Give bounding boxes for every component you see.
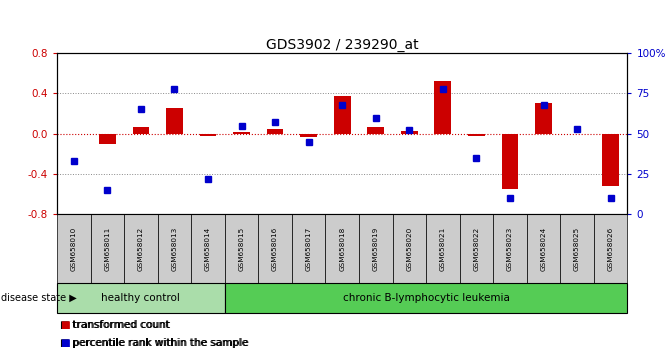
Bar xyxy=(393,214,426,283)
Bar xyxy=(301,133,317,137)
Bar xyxy=(401,131,417,133)
Bar xyxy=(527,214,560,283)
Text: GSM658020: GSM658020 xyxy=(407,227,412,271)
Text: GSM658016: GSM658016 xyxy=(272,227,278,271)
Text: GSM658014: GSM658014 xyxy=(205,227,211,271)
Text: GSM658012: GSM658012 xyxy=(138,227,144,271)
Text: GSM658011: GSM658011 xyxy=(105,227,110,271)
Bar xyxy=(234,132,250,133)
Bar xyxy=(158,214,191,283)
Text: transformed count: transformed count xyxy=(72,320,169,330)
Text: GSM658026: GSM658026 xyxy=(608,227,613,271)
Bar xyxy=(292,214,325,283)
Bar xyxy=(200,133,216,136)
Text: GSM658025: GSM658025 xyxy=(574,227,580,271)
Bar xyxy=(426,214,460,283)
Text: percentile rank within the sample: percentile rank within the sample xyxy=(72,338,248,348)
Text: GSM658019: GSM658019 xyxy=(373,227,378,271)
Bar xyxy=(258,214,292,283)
Bar xyxy=(594,214,627,283)
Text: ■ transformed count: ■ transformed count xyxy=(60,320,170,330)
Text: GSM658021: GSM658021 xyxy=(440,227,446,271)
Text: GSM658015: GSM658015 xyxy=(239,227,244,271)
Bar xyxy=(493,214,527,283)
Text: chronic B-lymphocytic leukemia: chronic B-lymphocytic leukemia xyxy=(343,293,509,303)
Bar xyxy=(57,283,225,313)
Bar xyxy=(133,127,150,133)
Text: GSM658010: GSM658010 xyxy=(71,227,76,271)
Text: ■: ■ xyxy=(60,338,70,348)
Bar xyxy=(334,96,351,133)
Bar xyxy=(535,103,552,133)
Bar xyxy=(368,127,384,133)
Text: ■ percentile rank within the sample: ■ percentile rank within the sample xyxy=(60,338,249,348)
Bar xyxy=(468,133,484,136)
Bar xyxy=(166,108,183,133)
Bar xyxy=(502,133,519,189)
Bar xyxy=(91,214,124,283)
Bar xyxy=(435,81,451,133)
Bar xyxy=(124,214,158,283)
Text: GSM658022: GSM658022 xyxy=(474,227,479,271)
Text: GSM658023: GSM658023 xyxy=(507,227,513,271)
Bar xyxy=(359,214,393,283)
Bar xyxy=(267,129,283,133)
Text: GSM658024: GSM658024 xyxy=(541,227,546,271)
Bar xyxy=(460,214,493,283)
Text: GSM658017: GSM658017 xyxy=(306,227,311,271)
Bar xyxy=(325,214,359,283)
Bar xyxy=(57,214,91,283)
Text: disease state ▶: disease state ▶ xyxy=(1,293,77,303)
Bar xyxy=(191,214,225,283)
Title: GDS3902 / 239290_at: GDS3902 / 239290_at xyxy=(266,38,419,52)
Text: GSM658013: GSM658013 xyxy=(172,227,177,271)
Bar xyxy=(225,214,258,283)
Text: ■: ■ xyxy=(60,320,70,330)
Text: healthy control: healthy control xyxy=(101,293,180,303)
Text: GSM658018: GSM658018 xyxy=(340,227,345,271)
Bar xyxy=(560,214,594,283)
Bar xyxy=(225,283,627,313)
Bar xyxy=(99,133,116,144)
Bar xyxy=(603,133,619,186)
